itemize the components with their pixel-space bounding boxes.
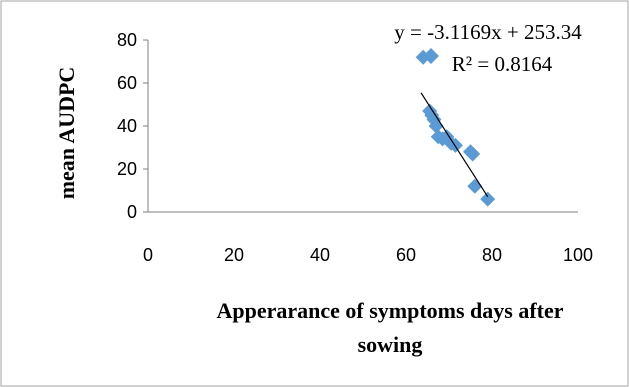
y-tick-label: 80 <box>117 30 137 50</box>
x-axis-title-line-1: Apperarance of symptoms days after <box>216 298 563 323</box>
trendline <box>420 92 489 198</box>
x-tick-label: 60 <box>396 245 416 265</box>
y-tick-label: 40 <box>117 116 137 136</box>
data-markers <box>415 48 496 207</box>
data-point <box>423 48 439 64</box>
x-tick-label: 80 <box>482 245 502 265</box>
y-axis-title: mean AUDPC <box>54 67 79 200</box>
y-tick-label: 60 <box>117 73 137 93</box>
data-point <box>465 146 481 162</box>
x-axis-title-line-2: sowing <box>358 332 423 357</box>
x-tick-label: 20 <box>224 245 244 265</box>
x-tick-label: 100 <box>563 245 593 265</box>
x-tick-label: 0 <box>143 245 153 265</box>
y-tick-label: 20 <box>117 159 137 179</box>
r-squared-label: R² = 0.8164 <box>452 52 553 76</box>
x-tick-label: 40 <box>310 245 330 265</box>
regression-equation: y = -3.1169x + 253.34 <box>394 20 582 44</box>
data-point <box>480 191 496 207</box>
x-tick-labels: 0 20 40 60 80 100 <box>143 245 593 265</box>
y-tick-labels: 0 20 40 60 80 <box>117 30 148 222</box>
y-tick-label: 0 <box>127 202 137 222</box>
